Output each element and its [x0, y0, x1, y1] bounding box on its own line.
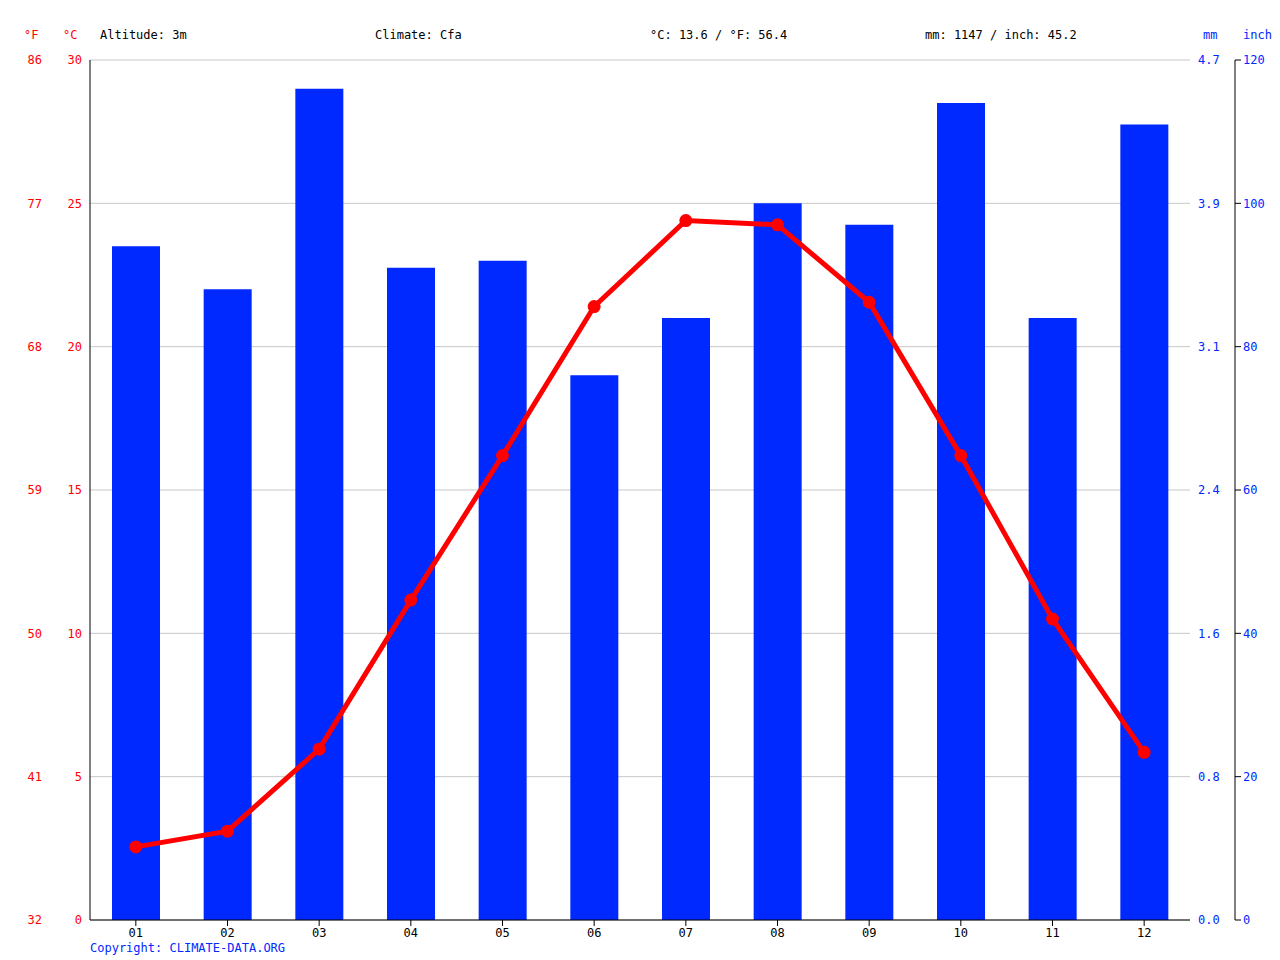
svg-text:100: 100 [1243, 197, 1265, 211]
svg-text:02: 02 [220, 926, 234, 940]
svg-text:04: 04 [404, 926, 418, 940]
svg-text:1.6: 1.6 [1198, 627, 1220, 641]
svg-text:01: 01 [129, 926, 143, 940]
svg-text:0.0: 0.0 [1198, 913, 1220, 927]
html-text:mm: mm [1203, 28, 1218, 42]
svg-text:07: 07 [679, 926, 693, 940]
svg-text:30: 30 [68, 53, 82, 67]
svg-text:86: 86 [28, 53, 42, 67]
svg-text:10: 10 [68, 627, 82, 641]
svg-text:80: 80 [1243, 340, 1257, 354]
svg-text:08: 08 [770, 926, 784, 940]
html-text:Altitude: 3m: Altitude: 3m [100, 28, 187, 42]
svg-text:0: 0 [1243, 913, 1250, 927]
svg-text:11: 11 [1045, 926, 1059, 940]
svg-text:50: 50 [28, 627, 42, 641]
html-text:mm: 1147 / inch: 45.2: mm: 1147 / inch: 45.2 [925, 28, 1077, 42]
svg-text:5: 5 [75, 770, 82, 784]
svg-text:0: 0 [75, 913, 82, 927]
svg-text:0.8: 0.8 [1198, 770, 1220, 784]
svg-text:120: 120 [1243, 53, 1265, 67]
svg-text:4.7: 4.7 [1198, 53, 1220, 67]
svg-text:10: 10 [954, 926, 968, 940]
svg-text:05: 05 [495, 926, 509, 940]
svg-text:59: 59 [28, 483, 42, 497]
svg-text:20: 20 [68, 340, 82, 354]
svg-text:25: 25 [68, 197, 82, 211]
html-text:°C: °C [63, 28, 78, 42]
svg-text:60: 60 [1243, 483, 1257, 497]
html-text:Copyright: CLIMATE-DATA.ORG: Copyright: CLIMATE-DATA.ORG [90, 941, 286, 955]
svg-text:40: 40 [1243, 627, 1257, 641]
svg-text:15: 15 [68, 483, 82, 497]
svg-text:3.1: 3.1 [1198, 340, 1220, 354]
html-text:°F: °F [24, 28, 39, 42]
svg-text:77: 77 [28, 197, 42, 211]
html-text:inch: inch [1243, 28, 1272, 42]
svg-text:03: 03 [312, 926, 326, 940]
svg-text:2.4: 2.4 [1198, 483, 1220, 497]
html-text:°C: 13.6 / °F: 56.4: °C: 13.6 / °F: 56.4 [650, 28, 788, 42]
svg-text:32: 32 [28, 913, 42, 927]
svg-text:41: 41 [28, 770, 42, 784]
svg-text:12: 12 [1137, 926, 1151, 940]
svg-text:20: 20 [1243, 770, 1257, 784]
svg-text:3.9: 3.9 [1198, 197, 1220, 211]
svg-text:09: 09 [862, 926, 876, 940]
html-text:Climate: Cfa: Climate: Cfa [375, 28, 462, 42]
svg-text:68: 68 [28, 340, 42, 354]
svg-text:06: 06 [587, 926, 601, 940]
